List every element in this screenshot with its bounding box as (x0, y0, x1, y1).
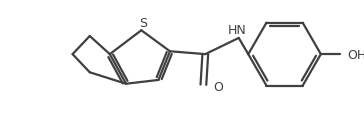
Text: HN: HN (228, 24, 246, 36)
Text: OH: OH (348, 48, 364, 61)
Text: O: O (213, 80, 223, 93)
Text: S: S (139, 17, 147, 30)
